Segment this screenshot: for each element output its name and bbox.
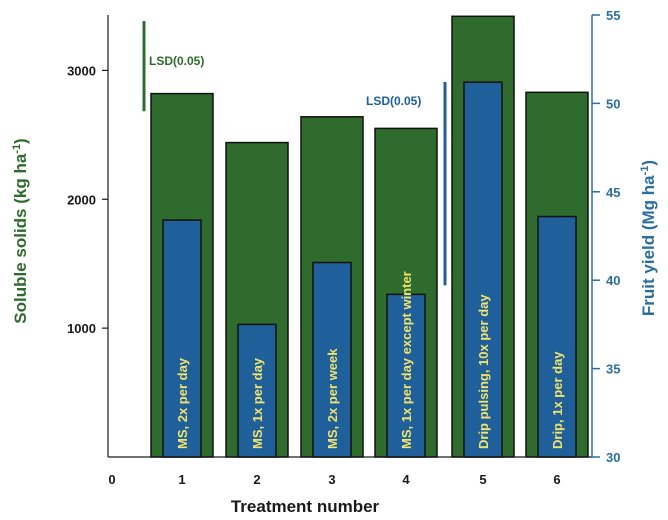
right-tick-label: 40 — [606, 273, 620, 288]
treatment-label: MS, 2x per week — [325, 348, 340, 449]
fruit-yield-bar — [312, 261, 352, 458]
x-tick-label: 5 — [479, 472, 486, 487]
right-tick-label: 30 — [606, 450, 620, 465]
x-tick-label: 3 — [328, 472, 335, 487]
treatment-label: MS, 1x per day except winter — [399, 271, 414, 449]
right-tick-label: 35 — [606, 362, 620, 377]
labels-layer: MS, 2x per day MS, 1x per day MS, 2x per w… — [175, 271, 565, 449]
left-tick-label: 1000 — [67, 321, 96, 336]
x-tick-label: 6 — [553, 472, 560, 487]
treatment-label: MS, 1x per day — [250, 357, 265, 449]
right-tick-label: 55 — [606, 8, 620, 23]
left-axis-title: Soluble solids (kg ha-1) — [11, 138, 30, 323]
treatment-label: MS, 2x per day — [175, 357, 190, 449]
x-axis-title: Treatment number — [231, 497, 380, 516]
x-tick-label: 1 — [178, 472, 185, 487]
right-axis-title: Fruit yield (Mg ha-1) — [639, 160, 658, 316]
fruit-yield-bar — [162, 219, 202, 458]
left-tick-label: 3000 — [67, 63, 96, 78]
treatment-label: Drip pulsing, 10x per day — [476, 294, 491, 449]
lsd-label-fruit-yield: LSD(0.05) — [366, 94, 421, 108]
soluble-solids-bar — [225, 141, 289, 458]
fruit-yield-bar — [237, 323, 277, 458]
right-tick-label: 50 — [606, 96, 620, 111]
fruit-yield-bar — [386, 293, 426, 458]
right-tick-label: 45 — [606, 185, 620, 200]
x-tick-label: 2 — [253, 472, 260, 487]
fruit-yield-bar — [463, 81, 503, 458]
lsd-label-soluble-solids: LSD(0.05) — [149, 54, 204, 68]
left-tick-label: 2000 — [67, 192, 96, 207]
fruit-yield-bar — [537, 215, 577, 458]
bars-layer — [150, 15, 589, 458]
treatment-label: Drip, 1x per day — [550, 351, 565, 449]
x-tick-label: 4 — [402, 472, 410, 487]
x-tick-label: 0 — [108, 472, 115, 487]
